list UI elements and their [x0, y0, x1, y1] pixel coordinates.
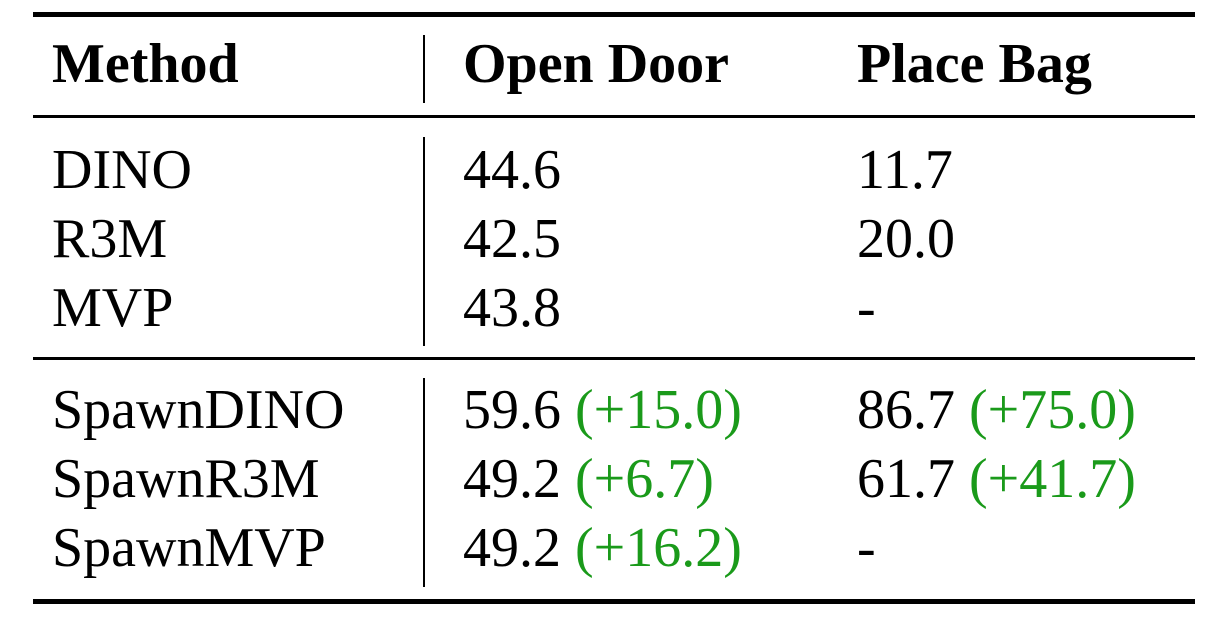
method-cell: R3M	[52, 208, 168, 270]
method-cell: DINO	[52, 139, 192, 201]
open-door-cell: 49.2 (+16.2)	[463, 515, 742, 581]
open-door-cell: 42.5	[463, 208, 561, 270]
method-cell: SpawnR3M	[52, 448, 320, 510]
place-bag-cell: 11.7	[857, 139, 953, 201]
place-bag-cell: 86.7 (+75.0)	[857, 377, 1136, 443]
column-divider	[423, 378, 425, 587]
place-bag-cell: -	[857, 277, 876, 339]
header-open-door: Open Door	[463, 33, 729, 95]
value: 49.2	[463, 517, 561, 579]
top-rule	[33, 12, 1195, 17]
method-cell: SpawnMVP	[52, 517, 326, 579]
value: -	[857, 517, 876, 579]
gain-value: (+15.0)	[575, 379, 742, 441]
column-divider	[423, 35, 425, 103]
place-bag-cell: -	[857, 515, 876, 581]
method-cell: MVP	[52, 277, 174, 339]
value: 86.7	[857, 379, 955, 441]
gain-value: (+16.2)	[575, 517, 742, 579]
open-door-cell: 59.6 (+15.0)	[463, 377, 742, 443]
open-door-cell: 43.8	[463, 277, 561, 339]
place-bag-cell: 20.0	[857, 208, 955, 270]
gain-value: (+75.0)	[969, 379, 1136, 441]
gain-value: (+41.7)	[969, 448, 1136, 510]
column-divider	[423, 137, 425, 346]
header-place-bag: Place Bag	[857, 33, 1092, 95]
open-door-cell: 44.6	[463, 139, 561, 201]
header-method: Method	[52, 33, 239, 95]
bottom-rule	[33, 599, 1195, 604]
group-separator-rule	[33, 357, 1195, 360]
gain-value: (+6.7)	[575, 448, 714, 510]
open-door-cell: 49.2 (+6.7)	[463, 446, 714, 512]
value: 61.7	[857, 448, 955, 510]
value: 59.6	[463, 379, 561, 441]
place-bag-cell: 61.7 (+41.7)	[857, 446, 1136, 512]
method-cell: SpawnDINO	[52, 379, 345, 441]
header-rule	[33, 115, 1195, 118]
value: 49.2	[463, 448, 561, 510]
